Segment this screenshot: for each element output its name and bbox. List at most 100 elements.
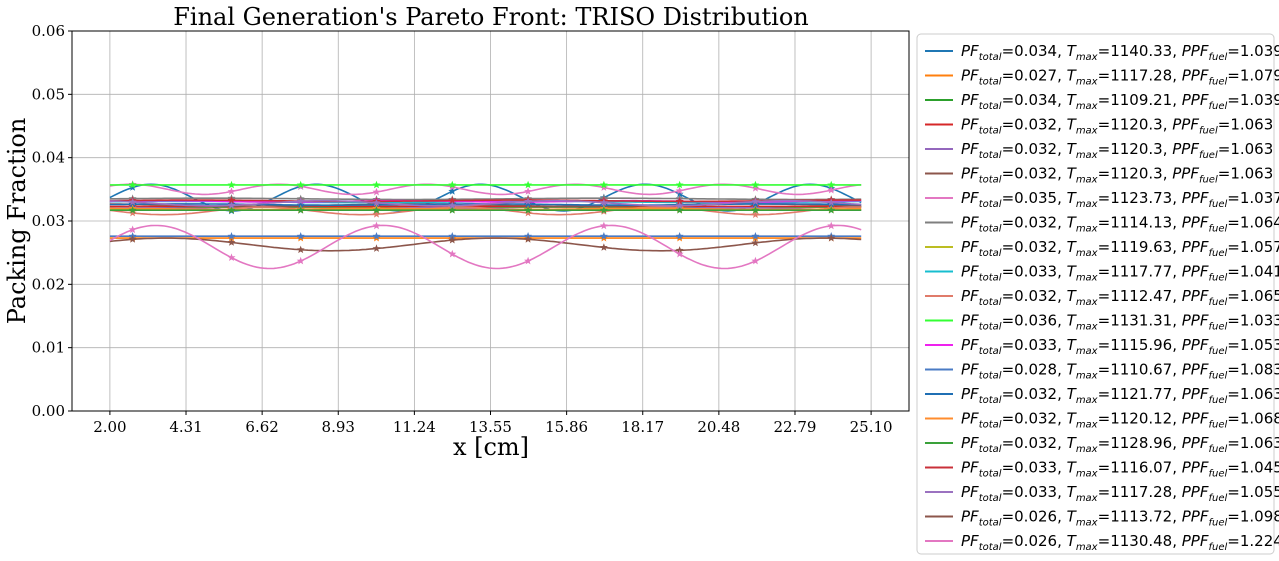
series-line-18	[109, 199, 862, 203]
x-tick-label: 18.17	[621, 418, 664, 436]
series-marker-17	[128, 206, 137, 214]
series-line-8	[109, 197, 862, 201]
legend-entry-6: PFtotal=0.032, Tmax=1120.3, PPFfuel=1.06…	[961, 165, 1273, 186]
series-line-21	[109, 224, 862, 270]
series-marker-18	[448, 196, 457, 204]
series-marker-1	[448, 187, 457, 195]
series-marker-12	[827, 180, 836, 189]
series-marker-11	[372, 210, 381, 218]
series-marker-14	[751, 232, 760, 240]
series-marker-20	[675, 246, 684, 254]
series-marker-14	[227, 232, 236, 240]
x-tick-label: 13.55	[469, 418, 512, 436]
series-marker-7	[827, 185, 836, 194]
series-marker-19	[599, 198, 608, 206]
series-marker-15	[524, 200, 533, 208]
x-tick-label: 8.93	[322, 418, 355, 436]
y-tick-label: 0.01	[32, 339, 65, 357]
legend-entry-2: PFtotal=0.027, Tmax=1117.28, PPFfuel=1.0…	[961, 67, 1279, 88]
series-marker-17	[227, 206, 236, 214]
series-marker-11	[524, 208, 533, 217]
series-marker-21	[599, 221, 608, 230]
series-marker-19	[524, 197, 533, 205]
legend-entry-3: PFtotal=0.034, Tmax=1109.21, PPFfuel=1.0…	[961, 91, 1279, 112]
x-tick-label: 22.79	[774, 418, 817, 436]
series-marker-19	[372, 198, 381, 207]
series-marker-19	[448, 201, 457, 210]
series-marker-12	[128, 180, 137, 189]
x-tick-label: 20.48	[697, 418, 740, 436]
plot-area	[109, 180, 862, 270]
series-marker-7	[227, 187, 236, 195]
series-marker-15	[751, 199, 760, 208]
series-marker-21	[827, 221, 836, 230]
legend-entry-16: PFtotal=0.032, Tmax=1120.12, PPFfuel=1.0…	[961, 410, 1279, 431]
series-marker-12	[372, 180, 381, 189]
x-tick-label: 2.00	[93, 418, 126, 436]
series-marker-17	[448, 206, 457, 214]
series-marker-12	[675, 180, 684, 189]
x-tick-label: 15.86	[545, 418, 588, 436]
series-marker-21	[751, 256, 760, 265]
legend-entry-14: PFtotal=0.028, Tmax=1110.67, PPFfuel=1.0…	[961, 361, 1279, 382]
series-marker-19	[751, 197, 760, 205]
series-marker-12	[227, 180, 236, 189]
y-tick-label: 0.02	[32, 275, 65, 293]
series-line-20	[109, 237, 862, 252]
series-marker-17	[599, 206, 608, 214]
series-marker-7	[524, 187, 533, 195]
series-marker-17	[751, 206, 760, 214]
series-marker-1	[128, 183, 137, 191]
series-marker-21	[227, 253, 236, 261]
x-tick-label: 11.24	[393, 418, 436, 436]
series-marker-20	[296, 245, 305, 254]
series-marker-12	[448, 180, 457, 189]
legend-entry-7: PFtotal=0.035, Tmax=1123.73, PPFfuel=1.0…	[961, 189, 1279, 210]
series-marker-14	[599, 232, 608, 240]
series-marker-20	[827, 233, 836, 242]
series-marker-20	[751, 238, 760, 247]
series-marker-7	[599, 183, 608, 191]
x-tick-label: 6.62	[245, 418, 278, 436]
legend-entry-19: PFtotal=0.033, Tmax=1117.28, PPFfuel=1.0…	[961, 483, 1279, 504]
series-marker-1	[675, 189, 684, 198]
y-axis-label: Packing Fraction	[3, 118, 31, 325]
x-axis-label: x [cm]	[453, 433, 529, 461]
series-marker-20	[599, 243, 608, 251]
series-marker-21	[296, 256, 305, 265]
series-marker-11	[751, 210, 760, 219]
series-marker-14	[448, 232, 457, 240]
series-marker-19	[128, 197, 137, 206]
x-axis-ticks: 2.00 4.31 6.62 8.93 11.24 13.55 15.86 18.17 20.4…	[93, 411, 893, 436]
series-marker-7	[751, 184, 760, 192]
series-marker-7	[372, 187, 381, 196]
series-line-19	[109, 199, 862, 207]
legend-entry-5: PFtotal=0.032, Tmax=1120.3, PPFfuel=1.06…	[961, 140, 1273, 161]
y-tick-label: 0.03	[32, 212, 65, 230]
series-marker-15	[296, 200, 305, 209]
x-tick-label: 25.10	[850, 418, 893, 436]
series-marker-12	[296, 180, 305, 189]
y-tick-label: 0.04	[32, 149, 65, 167]
series-marker-7	[675, 186, 684, 195]
series-marker-20	[128, 235, 137, 243]
legend-entry-9: PFtotal=0.032, Tmax=1119.63, PPFfuel=1.0…	[961, 238, 1279, 259]
series-marker-14	[675, 232, 684, 240]
grid-lines	[72, 30, 909, 412]
y-tick-label: 0.00	[32, 402, 65, 420]
series-line-7	[109, 183, 862, 196]
chart-title: Final Generation's Pareto Front: TRISO D…	[173, 3, 809, 31]
series-marker-17	[524, 206, 533, 214]
y-tick-label: 0.06	[32, 22, 65, 40]
x-tick-label: 4.31	[169, 418, 202, 436]
series-marker-20	[372, 244, 381, 252]
legend-entry-4: PFtotal=0.032, Tmax=1120.3, PPFfuel=1.06…	[961, 116, 1273, 137]
legend-entry-18: PFtotal=0.033, Tmax=1116.07, PPFfuel=1.0…	[961, 459, 1279, 480]
legend-entry-11: PFtotal=0.032, Tmax=1112.47, PPFfuel=1.0…	[961, 287, 1279, 308]
legend-entry-20: PFtotal=0.026, Tmax=1113.72, PPFfuel=1.0…	[961, 508, 1279, 529]
legend-entry-21: PFtotal=0.026, Tmax=1130.48, PPFfuel=1.2…	[961, 532, 1279, 553]
series-marker-11	[128, 208, 137, 217]
series-marker-14	[372, 232, 381, 240]
series-marker-20	[524, 235, 533, 243]
series-marker-19	[227, 201, 236, 209]
